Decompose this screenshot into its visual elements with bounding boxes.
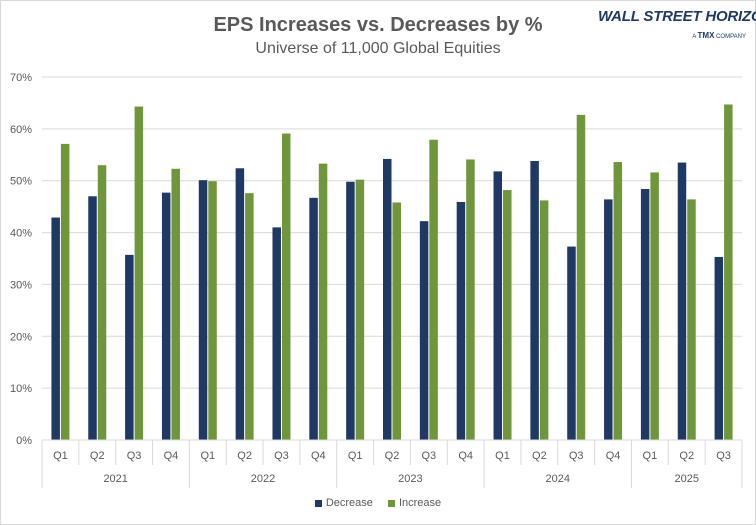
x-tick-label: Q1: [643, 450, 658, 462]
y-tick-label: 0%: [16, 435, 32, 447]
x-tick-label: Q1: [200, 450, 215, 462]
bar-decrease: [198, 180, 208, 440]
x-tick-label: Q2: [385, 450, 400, 462]
bar-decrease: [604, 199, 613, 440]
legend-item-decrease: Decrease: [314, 497, 373, 509]
x-group-label: 2024: [546, 473, 570, 485]
y-tick-label: 40%: [10, 228, 32, 240]
bar-decrease: [456, 201, 466, 440]
y-tick-label: 30%: [10, 279, 32, 291]
chart-title: EPS Increases vs. Decreases by %: [213, 14, 543, 36]
x-tick-label: Q2: [679, 450, 694, 462]
x-tick-label: Q3: [274, 450, 289, 462]
x-tick-label: Q4: [311, 450, 326, 462]
y-tick-label: 70%: [10, 72, 32, 84]
bar-increase: [650, 172, 659, 440]
bar-increase: [134, 106, 144, 441]
x-group-label: 2021: [103, 473, 127, 485]
x-group-label: 2023: [398, 473, 422, 485]
bar-decrease: [125, 254, 134, 440]
bar-decrease: [272, 227, 281, 440]
bar-decrease: [567, 246, 576, 440]
bar-decrease: [309, 197, 318, 440]
bar-increase: [503, 190, 512, 440]
bar-decrease: [161, 192, 171, 440]
bar-decrease: [88, 196, 97, 440]
bar-increase: [97, 165, 107, 440]
bar-increase: [687, 199, 696, 440]
wall-street-horizon-logo: WALL STREET HORIZON A TMX COMPANY: [598, 8, 756, 48]
chart-legend: Decrease Increase: [0, 497, 756, 509]
chart-subtitle: Universe of 11,000 Global Equities: [255, 40, 501, 57]
x-tick-label: Q2: [237, 450, 252, 462]
x-group-label: 2022: [251, 473, 275, 485]
legend-item-increase: Increase: [387, 497, 442, 509]
y-tick-label: 60%: [10, 124, 32, 136]
bar-increase: [429, 139, 438, 441]
bar-decrease: [51, 217, 60, 440]
bar-decrease: [677, 162, 687, 441]
bar-increase: [613, 162, 623, 440]
bar-increase: [318, 163, 328, 440]
bar-decrease: [383, 158, 392, 441]
legend-label-decrease: Decrease: [325, 497, 373, 509]
x-tick-label: Q3: [421, 450, 436, 462]
y-tick-label: 50%: [10, 176, 32, 188]
bar-increase: [724, 104, 733, 440]
bar-decrease: [235, 168, 245, 441]
x-tick-label: Q4: [458, 450, 473, 462]
bar-increase: [208, 181, 217, 441]
bar-increase: [281, 133, 291, 440]
x-tick-label: Q2: [532, 450, 547, 462]
bar-decrease: [419, 221, 429, 440]
bar-decrease: [714, 256, 724, 440]
logo-sub-brand: TMX: [697, 31, 715, 40]
logo-subtext: A TMX COMPANY: [692, 31, 746, 40]
legend-label-increase: Increase: [398, 497, 442, 509]
bar-increase: [355, 179, 365, 441]
bar-decrease: [493, 171, 503, 440]
bar-increase: [245, 193, 254, 440]
x-group-label: 2025: [674, 473, 698, 485]
bar-decrease: [346, 181, 355, 440]
bar-increase: [576, 114, 586, 440]
x-tick-label: Q1: [53, 450, 68, 462]
y-tick-label: 10%: [10, 383, 32, 395]
bar-increase: [392, 202, 401, 440]
x-tick-label: Q4: [606, 450, 621, 462]
x-tick-label: Q2: [90, 450, 105, 462]
bar-decrease: [640, 189, 650, 440]
logo-text: WALL STREET HORIZON: [598, 8, 756, 25]
x-tick-label: Q1: [348, 450, 363, 462]
logo-sub-prefix: A: [692, 34, 696, 40]
x-tick-label: Q3: [569, 450, 584, 462]
bar-decrease: [530, 161, 539, 440]
x-tick-label: Q3: [716, 450, 731, 462]
bar-increase: [466, 159, 475, 440]
y-tick-label: 20%: [10, 331, 32, 343]
legend-swatch-decrease: [314, 499, 322, 507]
x-tick-label: Q4: [164, 450, 179, 462]
x-tick-label: Q3: [127, 450, 142, 462]
bar-increase: [60, 143, 70, 440]
logo-sub-suffix: COMPANY: [716, 34, 746, 40]
bar-increase: [539, 200, 549, 440]
bar-increase: [171, 168, 180, 440]
x-tick-label: Q1: [495, 450, 510, 462]
legend-swatch-increase: [387, 499, 395, 507]
